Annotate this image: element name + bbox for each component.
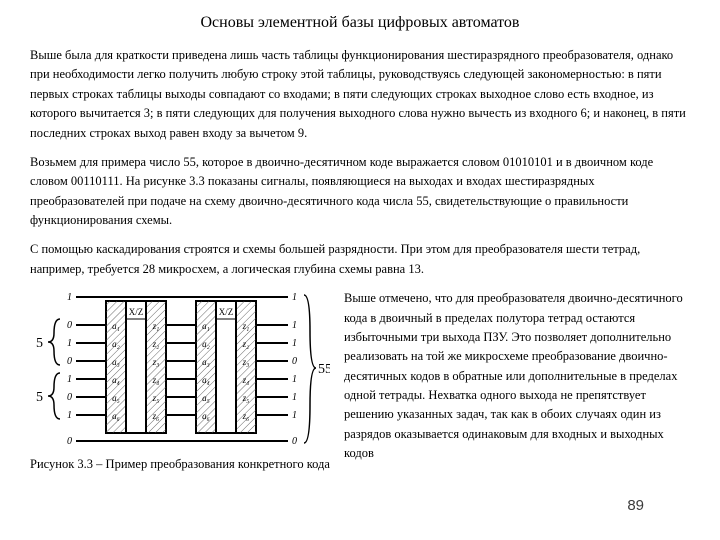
- svg-text:a₁: a₁: [112, 321, 120, 331]
- figure-3-3: X/Z X/Z a₁ a₂: [30, 289, 330, 451]
- svg-text:a₄: a₄: [112, 375, 120, 385]
- svg-text:z₃: z₃: [152, 357, 160, 367]
- svg-text:a₆: a₆: [202, 411, 210, 421]
- svg-text:0: 0: [292, 356, 297, 367]
- svg-text:z₃: z₃: [242, 357, 250, 367]
- svg-text:1: 1: [292, 392, 297, 403]
- svg-text:z₆: z₆: [152, 411, 160, 421]
- svg-text:a₂: a₂: [112, 339, 120, 349]
- svg-text:z₄: z₄: [242, 375, 250, 385]
- page-number: 89: [627, 497, 644, 514]
- svg-text:0: 0: [67, 320, 72, 331]
- svg-text:1: 1: [292, 320, 297, 331]
- paragraph-4: Выше отмечено, что для преобразователя д…: [344, 289, 690, 463]
- figure-caption: Рисунок 3.3 – Пример преобразования конк…: [30, 457, 330, 472]
- svg-text:0: 0: [67, 392, 72, 403]
- svg-text:1: 1: [67, 374, 72, 385]
- svg-text:1: 1: [292, 374, 297, 385]
- paragraph-2: Возьмем для примера число 55, которое в …: [30, 153, 690, 231]
- svg-text:0: 0: [67, 356, 72, 367]
- svg-text:a₆: a₆: [112, 411, 120, 421]
- svg-text:z₂: z₂: [152, 339, 160, 349]
- paragraph-3: С помощью каскадирования строятся и схем…: [30, 240, 690, 279]
- svg-text:a₃: a₃: [202, 357, 210, 367]
- svg-text:1: 1: [67, 410, 72, 421]
- brace-left-top: 5: [36, 336, 43, 351]
- svg-text:z₅: z₅: [242, 393, 250, 403]
- svg-text:z₁: z₁: [152, 321, 160, 331]
- svg-text:z₄: z₄: [152, 375, 160, 385]
- svg-text:a₅: a₅: [112, 393, 120, 403]
- svg-text:z₁: z₁: [242, 321, 250, 331]
- svg-text:a₂: a₂: [202, 339, 210, 349]
- svg-text:1: 1: [67, 338, 72, 349]
- svg-text:1: 1: [292, 292, 297, 303]
- svg-text:1: 1: [67, 292, 72, 303]
- svg-text:0: 0: [67, 436, 72, 447]
- paragraph-1: Выше была для краткости приведена лишь ч…: [30, 46, 690, 143]
- svg-text:z₅: z₅: [152, 393, 160, 403]
- svg-text:z₆: z₆: [242, 411, 250, 421]
- svg-text:a₁: a₁: [202, 321, 210, 331]
- svg-text:a₅: a₅: [202, 393, 210, 403]
- brace-left-bottom: 5: [36, 390, 43, 405]
- page-title: Основы элементной базы цифровых автомато…: [30, 14, 690, 32]
- svg-text:a₄: a₄: [202, 375, 210, 385]
- svg-text:1: 1: [292, 410, 297, 421]
- svg-text:z₂: z₂: [242, 339, 250, 349]
- brace-right: 55: [318, 362, 330, 377]
- svg-text:a₃: a₃: [112, 357, 120, 367]
- chip-header-2: X/Z: [219, 307, 234, 317]
- svg-text:1: 1: [292, 338, 297, 349]
- svg-text:0: 0: [292, 436, 297, 447]
- chip-header-1: X/Z: [129, 307, 144, 317]
